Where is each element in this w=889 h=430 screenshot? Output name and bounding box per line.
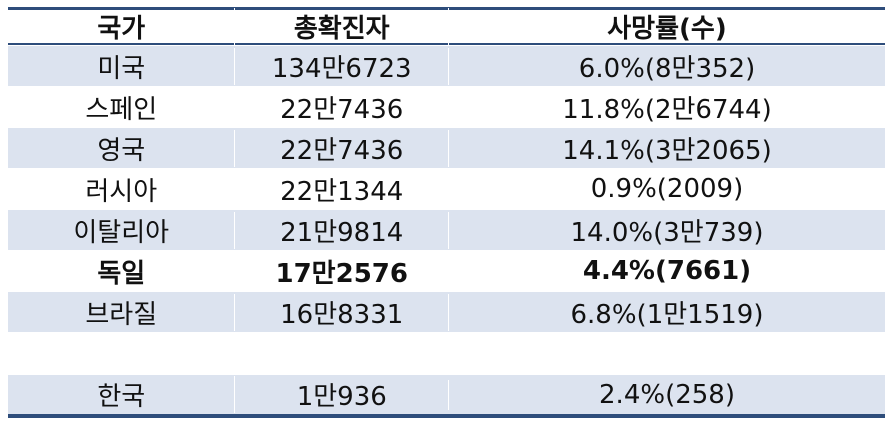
table-row: 이탈리아 21만9814 14.0%(3만739) <box>8 209 885 250</box>
death-rate-cell: 14.0%(3만739) <box>448 211 885 249</box>
country-cell: 브라질 <box>85 299 158 330</box>
table-row: 브라질 16만8331 6.8%(1만1519) <box>8 291 885 332</box>
country-cell: 영국 <box>97 135 146 166</box>
death-rate-cell: 0.9%(2009) <box>448 174 885 204</box>
cases-cell: 1만936 <box>234 376 448 413</box>
country-cell: 러시아 <box>85 176 158 207</box>
table-row-emphasized: 독일 17만2576 4.4%(7661) <box>8 250 885 291</box>
table-row-korea: 한국 1만936 2.4%(258) <box>8 374 885 418</box>
death-rate-cell: 4.4%(7661) <box>448 256 885 286</box>
cases-cell: 21만9814 <box>234 211 448 249</box>
death-rate-cell: 6.8%(1만1519) <box>448 293 885 331</box>
header-country: 국가 <box>97 14 146 44</box>
death-rate-cell: 14.1%(3만2065) <box>448 129 885 167</box>
header-death-rate: 사망률(수) <box>448 8 885 45</box>
table-row: 러시아 22만1344 0.9%(2009) <box>8 168 885 209</box>
table-header-row: 국가 총확진자 사망률(수) <box>8 7 885 45</box>
cases-cell: 22만7436 <box>234 129 448 167</box>
country-cell: 한국 <box>97 382 146 412</box>
country-cell: 스페인 <box>85 94 158 125</box>
death-rate-cell: 11.8%(2만6744) <box>448 88 885 126</box>
table-row: 스페인 22만7436 11.8%(2만6744) <box>8 86 885 127</box>
table-spacer-row <box>8 332 885 374</box>
covid-stats-table: 국가 총확진자 사망률(수) 미국 134만6723 6.0%(8만352) 스… <box>8 7 885 418</box>
table-row: 미국 134만6723 6.0%(8만352) <box>8 45 885 86</box>
table-row: 영국 22만7436 14.1%(3만2065) <box>8 127 885 168</box>
country-cell: 이탈리아 <box>73 217 170 248</box>
cases-cell: 22만7436 <box>234 88 448 126</box>
country-cell: 독일 <box>97 258 146 289</box>
country-cell: 미국 <box>97 53 146 84</box>
cases-cell: 22만1344 <box>234 170 448 208</box>
cases-cell: 17만2576 <box>234 252 448 290</box>
death-rate-cell: 2.4%(258) <box>448 379 885 410</box>
death-rate-cell: 6.0%(8만352) <box>448 47 885 85</box>
cases-cell: 134만6723 <box>234 47 448 85</box>
header-total-cases: 총확진자 <box>234 8 448 45</box>
cases-cell: 16만8331 <box>234 293 448 331</box>
